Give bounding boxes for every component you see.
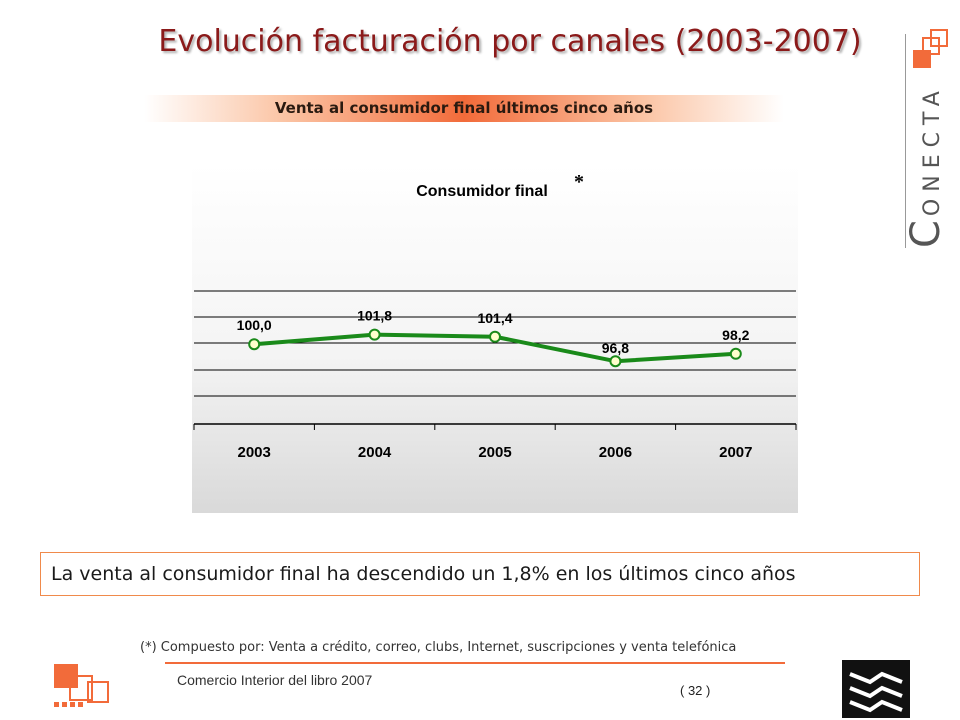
x-tick-label: 2004 xyxy=(358,444,392,461)
data-label: 96,8 xyxy=(602,340,629,356)
category-axis: 2003 2004 2005 2006 2007 xyxy=(193,423,797,461)
footer-caption: Comercio Interior del libro 2007 xyxy=(177,672,373,688)
line-chart: 2003 2004 2005 2006 2007 100,0 101,8 101,4 96,8… xyxy=(193,171,797,461)
chart-series xyxy=(248,328,742,368)
x-tick-label: 2006 xyxy=(599,444,632,461)
slide-title: Evolución facturación por canales (2003-… xyxy=(158,24,862,59)
chart-title-asterisk: * xyxy=(574,171,584,193)
brand-rest: ONECTA xyxy=(920,84,945,217)
data-point xyxy=(368,328,381,341)
data-point xyxy=(609,355,622,368)
chart-title: Consumidor final xyxy=(416,183,548,200)
x-tick-label: 2005 xyxy=(478,444,511,461)
x-tick-label: 2007 xyxy=(719,444,752,461)
page-number: ( 32 ) xyxy=(680,683,711,698)
brand-rule xyxy=(905,34,906,248)
data-point xyxy=(489,330,501,343)
brand-squares-icon xyxy=(913,29,948,68)
brand-initial: C xyxy=(903,216,949,248)
chart-panel: 2003 2004 2005 2006 2007 100,0 101,8 101,4 96,8… xyxy=(192,164,798,513)
data-labels: 100,0 101,8 101,4 96,8 98,2 xyxy=(237,308,750,357)
footnote-rule xyxy=(165,662,785,664)
data-point xyxy=(248,338,261,351)
data-label: 98,2 xyxy=(722,327,749,343)
brand-logo: CONECTA xyxy=(895,28,957,250)
book-logo-icon xyxy=(842,660,910,718)
footnote: (*) Compuesto por: Venta a crédito, corr… xyxy=(140,640,737,655)
chart-grid xyxy=(194,290,796,397)
section-subtitle: Venta al consumidor final últimos cinco … xyxy=(144,95,784,122)
brand-wordmark: CONECTA xyxy=(895,26,957,248)
data-point xyxy=(729,347,742,360)
publisher-logo-icon xyxy=(54,664,109,707)
x-tick-label: 2003 xyxy=(238,444,271,461)
data-label: 101,8 xyxy=(357,308,392,324)
conclusion-box: La venta al consumidor final ha descendi… xyxy=(40,552,920,596)
data-label: 100,0 xyxy=(237,317,272,333)
data-label: 101,4 xyxy=(477,310,512,326)
